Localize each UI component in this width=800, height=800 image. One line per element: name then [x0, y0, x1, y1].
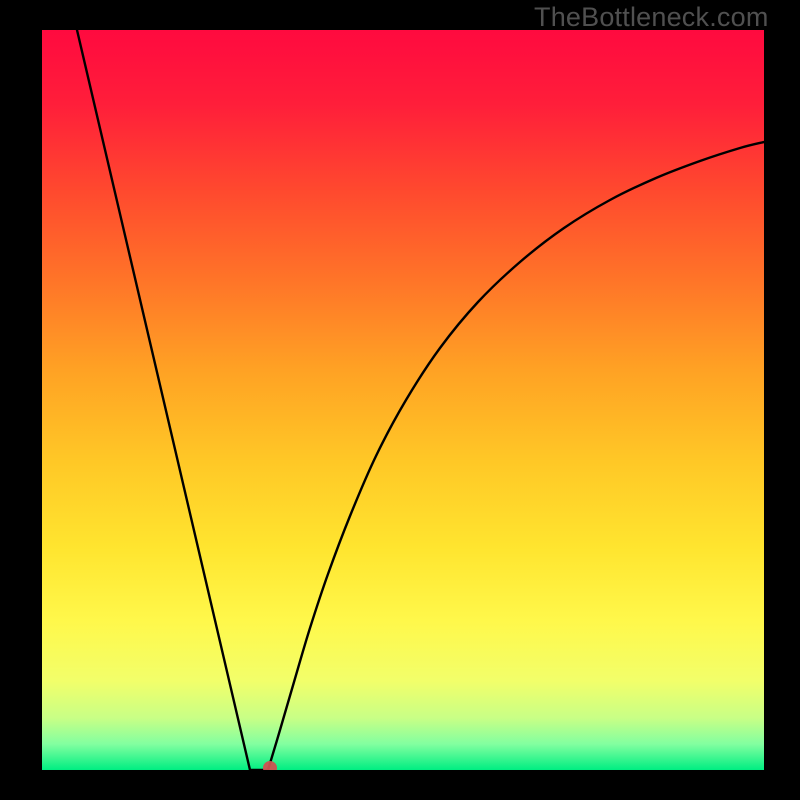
curve-layer: [42, 30, 764, 770]
optimum-marker-icon: [263, 761, 277, 770]
watermark-text: TheBottleneck.com: [534, 2, 769, 33]
bottleneck-curve: [77, 30, 764, 770]
plot-area: [42, 30, 764, 770]
chart-stage: TheBottleneck.com: [0, 0, 800, 800]
